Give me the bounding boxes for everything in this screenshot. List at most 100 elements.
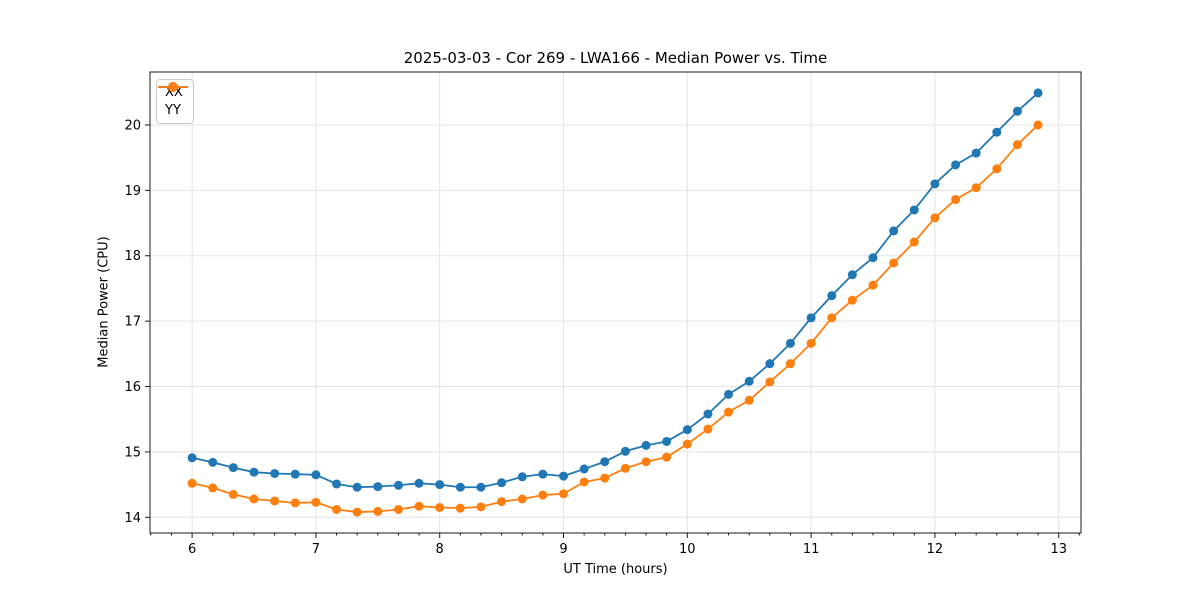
series-xx-point: [476, 482, 486, 492]
series-yy-line: [191, 124, 1039, 513]
y-tick-label: 18: [124, 249, 141, 264]
series-xx-line: [191, 92, 1039, 489]
x-tick-label: 7: [312, 542, 320, 557]
series-xx-point: [662, 436, 672, 446]
series-yy-point: [290, 498, 300, 508]
series-xx-point: [208, 457, 218, 467]
series-yy-point: [393, 504, 403, 514]
series-xx-point: [971, 148, 981, 158]
series-xx-point: [352, 482, 362, 492]
series-yy-point: [785, 359, 795, 369]
series-xx-point: [538, 469, 548, 479]
series-yy-point: [249, 494, 259, 504]
x-tick-label: 13: [1050, 542, 1067, 557]
series-yy-point: [682, 439, 692, 449]
series-xx-point: [270, 468, 280, 478]
series-yy-point: [600, 473, 610, 483]
series-xx-point: [951, 160, 961, 170]
series-xx-point: [249, 467, 259, 477]
series-xx-point: [992, 127, 1002, 137]
x-tick-label: 9: [559, 542, 567, 557]
series-xx-point: [868, 253, 878, 263]
series-xx-point: [373, 482, 383, 492]
series-yy-point: [435, 502, 445, 512]
series-xx-point: [600, 457, 610, 467]
series-yy-point: [517, 494, 527, 504]
x-tick-label: 6: [188, 542, 196, 557]
series-xx-point: [393, 480, 403, 490]
series-yy-point: [930, 213, 940, 223]
series-yy-point: [579, 477, 589, 487]
x-tick-label: 12: [927, 542, 944, 557]
series-xx-point: [909, 205, 919, 215]
y-axis-label: Median Power (CPU): [96, 236, 112, 368]
y-tick-label: 17: [124, 315, 141, 330]
series-yy-point: [641, 457, 651, 467]
series-yy-point: [1012, 140, 1022, 150]
series-xx-point: [724, 389, 734, 399]
series-xx-point: [332, 479, 342, 489]
series-yy-point: [455, 503, 465, 513]
series-xx-point: [497, 478, 507, 488]
series-yy-point: [187, 478, 197, 488]
series-xx-point: [744, 376, 754, 386]
series-yy-point: [744, 395, 754, 405]
series-yy-point: [662, 452, 672, 462]
series-xx-point: [827, 291, 837, 301]
series-xx-point: [414, 478, 424, 488]
series-yy-point: [332, 504, 342, 514]
series-yy-point: [909, 237, 919, 247]
series-xx-point: [1033, 88, 1043, 98]
y-tick-label: 15: [124, 445, 141, 460]
series-yy-point: [620, 463, 630, 473]
series-yy-point: [1033, 120, 1043, 130]
series-xx-point: [641, 440, 651, 450]
y-tick-label: 20: [124, 118, 141, 133]
series-yy-point: [806, 338, 816, 348]
series-yy-point: [868, 280, 878, 290]
axes-frame: [149, 71, 1082, 534]
series-yy-point: [352, 507, 362, 517]
series-yy-point: [971, 183, 981, 193]
series-yy-point: [724, 407, 734, 417]
series-yy-point: [228, 489, 238, 499]
x-tick-label: 8: [436, 542, 444, 557]
series-yy-point: [208, 483, 218, 493]
y-tick-label: 14: [124, 511, 141, 526]
series-xx-point: [559, 471, 569, 481]
series-xx-point: [847, 270, 857, 280]
series-yy-point: [703, 424, 713, 434]
series-yy-point: [538, 490, 548, 500]
series-yy-point: [889, 258, 899, 268]
series-xx-point: [682, 425, 692, 435]
series-yy-point: [414, 501, 424, 511]
series-xx-point: [228, 463, 238, 473]
series-xx-point: [620, 446, 630, 456]
series-yy-point: [765, 377, 775, 387]
series-xx-point: [455, 482, 465, 492]
legend: XX YY: [156, 79, 194, 124]
series-yy-point: [847, 295, 857, 305]
series-yy-point: [951, 195, 961, 205]
y-tick-label: 19: [124, 184, 141, 199]
series-xx-point: [579, 464, 589, 474]
series-yy-point: [373, 506, 383, 516]
y-tick-label: 16: [124, 380, 141, 395]
series-yy-point: [497, 497, 507, 507]
series-yy-point: [559, 489, 569, 499]
series-xx-point: [1012, 106, 1022, 116]
legend-swatch-yy-icon: [158, 82, 188, 92]
series-xx-point: [311, 470, 321, 480]
series-yy-point: [827, 313, 837, 323]
series-yy-point: [270, 496, 280, 506]
legend-label-yy: YY: [165, 103, 181, 118]
chart-title: 2025-03-03 - Cor 269 - LWA166 - Median P…: [403, 49, 828, 67]
x-axis-label: UT Time (hours): [563, 562, 668, 577]
series-xx-point: [765, 359, 775, 369]
series-xx-point: [889, 226, 899, 236]
series-yy-point: [476, 502, 486, 512]
series-xx-point: [517, 472, 527, 482]
series-xx-point: [806, 313, 816, 323]
